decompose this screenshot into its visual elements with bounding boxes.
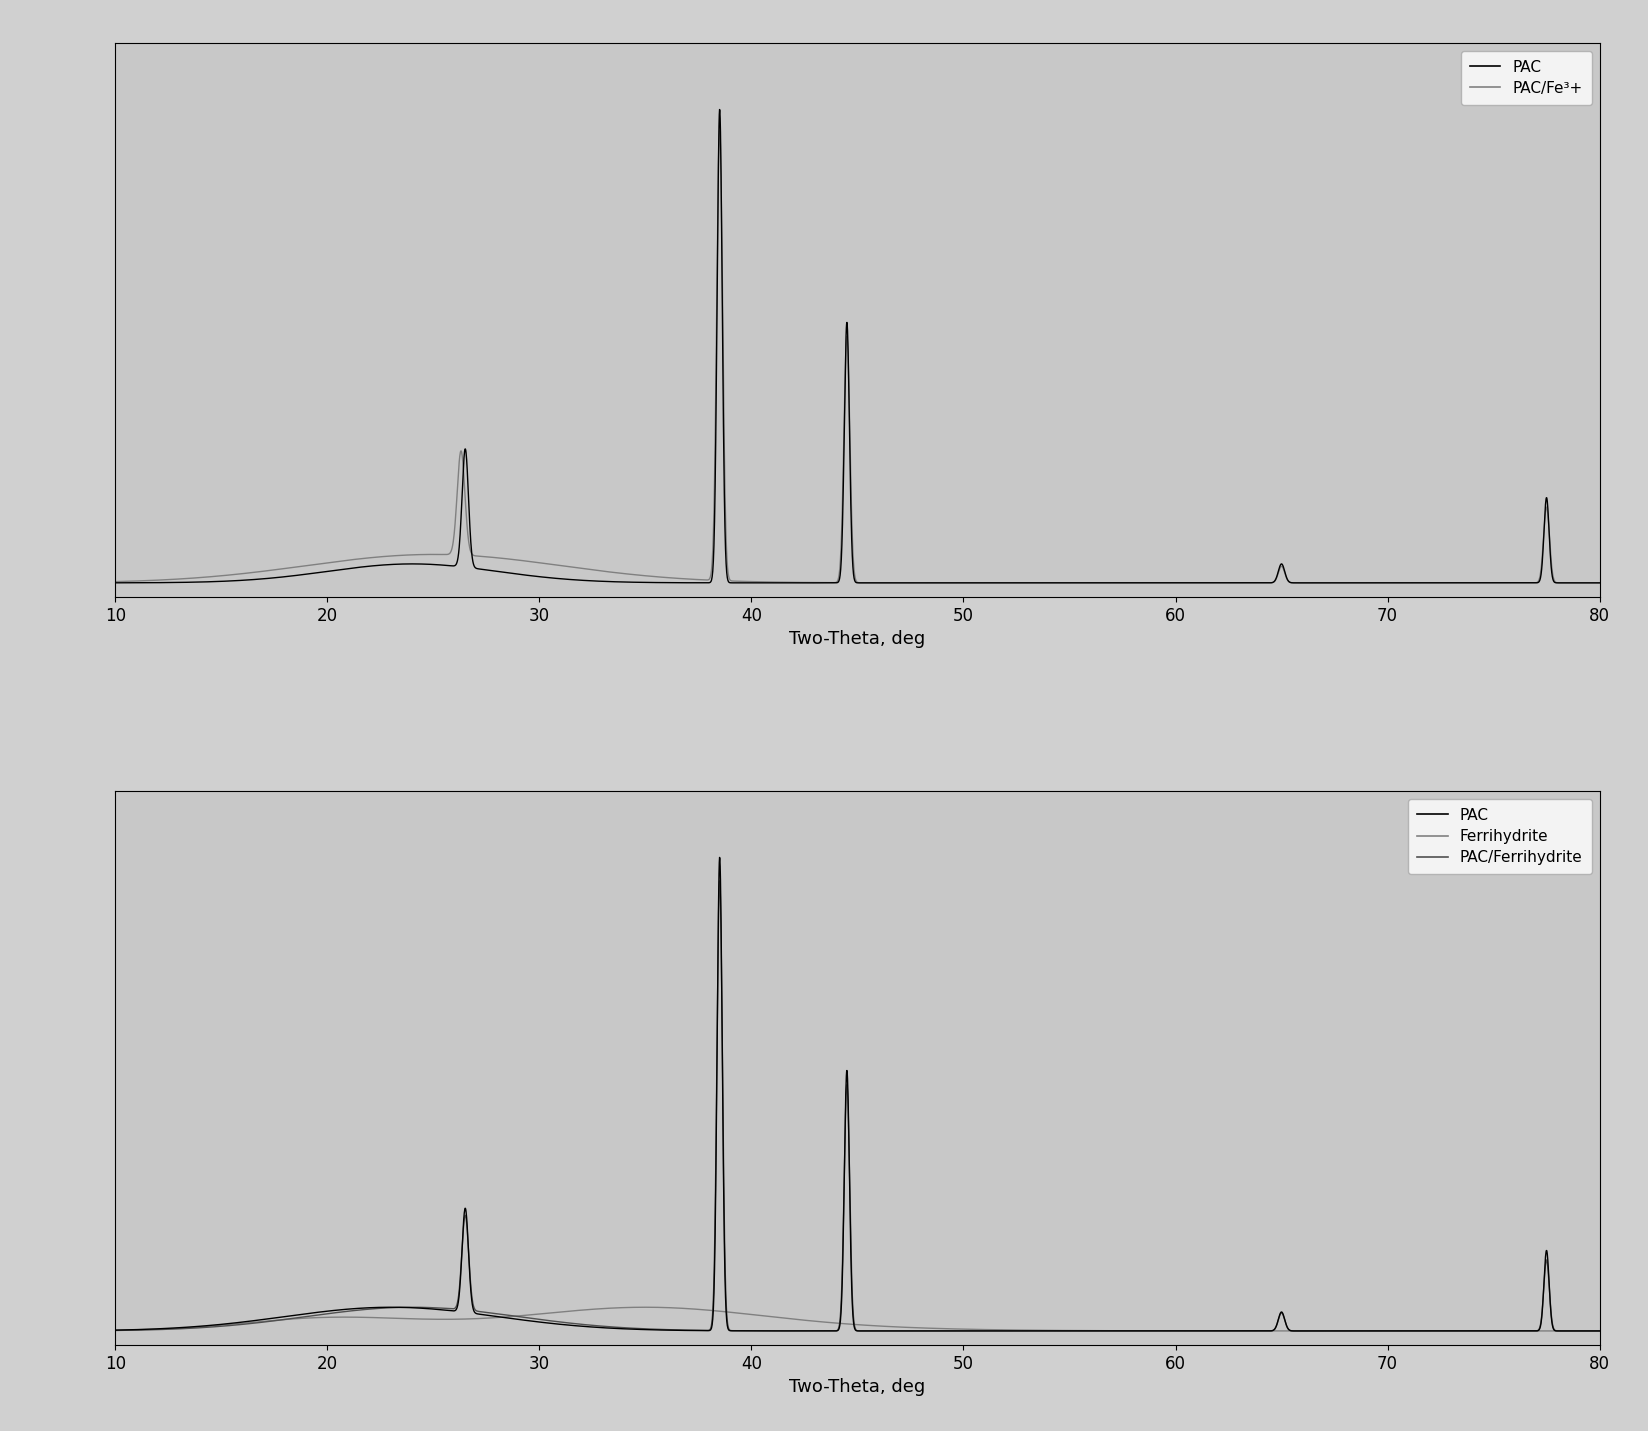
Legend: PAC, PAC/Fe³+: PAC, PAC/Fe³+ <box>1460 50 1590 104</box>
X-axis label: Two-Theta, deg: Two-Theta, deg <box>789 630 925 648</box>
X-axis label: Two-Theta, deg: Two-Theta, deg <box>789 1378 925 1397</box>
Legend: PAC, Ferrihydrite, PAC/Ferrihydrite: PAC, Ferrihydrite, PAC/Ferrihydrite <box>1407 798 1590 874</box>
